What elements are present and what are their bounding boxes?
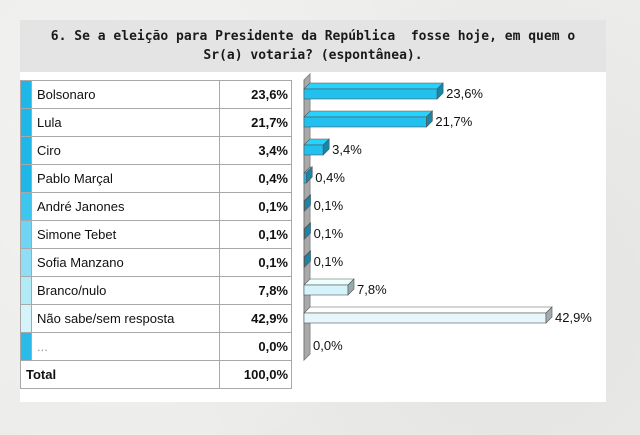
total-label: Total: [20, 360, 220, 389]
bar: [303, 172, 307, 184]
bar: [303, 88, 438, 100]
table-row: Sofia Manzano 0,1%: [20, 248, 292, 277]
bar-top-face: [303, 82, 444, 90]
bar: [303, 312, 547, 324]
row-label: Não sabe/sem resposta: [31, 304, 220, 333]
bar-side-face: [347, 278, 355, 296]
bar: [303, 116, 427, 128]
bar-data-label: 7,8%: [357, 282, 387, 297]
row-label: Lula: [31, 108, 220, 137]
bar-top-face: [303, 110, 434, 118]
bar-side-face: [322, 138, 330, 156]
row-percentage: 0,0%: [219, 332, 292, 361]
bar: [303, 144, 324, 156]
bar-data-label: 23,6%: [446, 86, 483, 101]
total-percentage: 100,0%: [219, 360, 292, 389]
row-percentage: 0,1%: [219, 220, 292, 249]
row-label: Ciro: [31, 136, 220, 165]
row-percentage: 42,9%: [219, 304, 292, 333]
bar-data-label: 0,1%: [314, 198, 344, 213]
question-title-text: 6. Se a eleição para Presidente da Repúb…: [50, 29, 584, 63]
row-label: Bolsonaro: [31, 80, 220, 109]
bar-data-label: 0,4%: [315, 170, 345, 185]
row-label: Branco/nulo: [31, 276, 220, 305]
bar-data-label: 0,0%: [313, 338, 343, 353]
bar-side-face: [426, 110, 433, 128]
table-row: André Janones 0,1%: [20, 192, 292, 221]
bar-side-face: [304, 250, 311, 268]
bar-data-label: 21,7%: [435, 114, 472, 129]
table-row: Simone Tebet 0,1%: [20, 220, 292, 249]
bar-top-face: [303, 306, 553, 314]
bar-side-face: [304, 222, 311, 240]
bar-side-face: [436, 82, 444, 100]
row-percentage: 0,1%: [219, 192, 292, 221]
table-row: Branco/nulo 7,8%: [20, 276, 292, 305]
row-label: Pablo Marçal: [31, 164, 220, 193]
row-percentage: 0,1%: [219, 248, 292, 277]
table-row: Não sabe/sem resposta 42,9%: [20, 304, 292, 333]
bar-data-label: 0,1%: [314, 226, 344, 241]
row-label: André Janones: [31, 192, 220, 221]
bar-data-label: 0,1%: [314, 254, 344, 269]
bar-side-face: [545, 306, 553, 324]
bar-data-label: 42,9%: [555, 310, 592, 325]
total-row: Total 100,0%: [20, 360, 292, 389]
table-row: Bolsonaro 23,6%: [20, 80, 292, 109]
row-percentage: 23,6%: [219, 80, 292, 109]
bar-data-label: 3,4%: [332, 142, 362, 157]
results-table: Bolsonaro 23,6% Lula 21,7% Ciro 3,4% Pablo Mar…: [20, 80, 292, 389]
table-row: ... 0,0%: [20, 332, 292, 361]
question-title: 6. Se a eleição para Presidente da Repúb…: [20, 20, 606, 72]
row-label: Simone Tebet: [31, 220, 220, 249]
row-label: Sofia Manzano: [31, 248, 220, 277]
row-percentage: 21,7%: [219, 108, 292, 137]
table-row: Pablo Marçal 0,4%: [20, 164, 292, 193]
table-row: Lula 21,7%: [20, 108, 292, 137]
bar-side-face: [304, 194, 311, 212]
bar-top-face: [303, 278, 355, 286]
row-percentage: 7,8%: [219, 276, 292, 305]
bar-side-face: [305, 166, 313, 184]
bar: [303, 284, 349, 296]
